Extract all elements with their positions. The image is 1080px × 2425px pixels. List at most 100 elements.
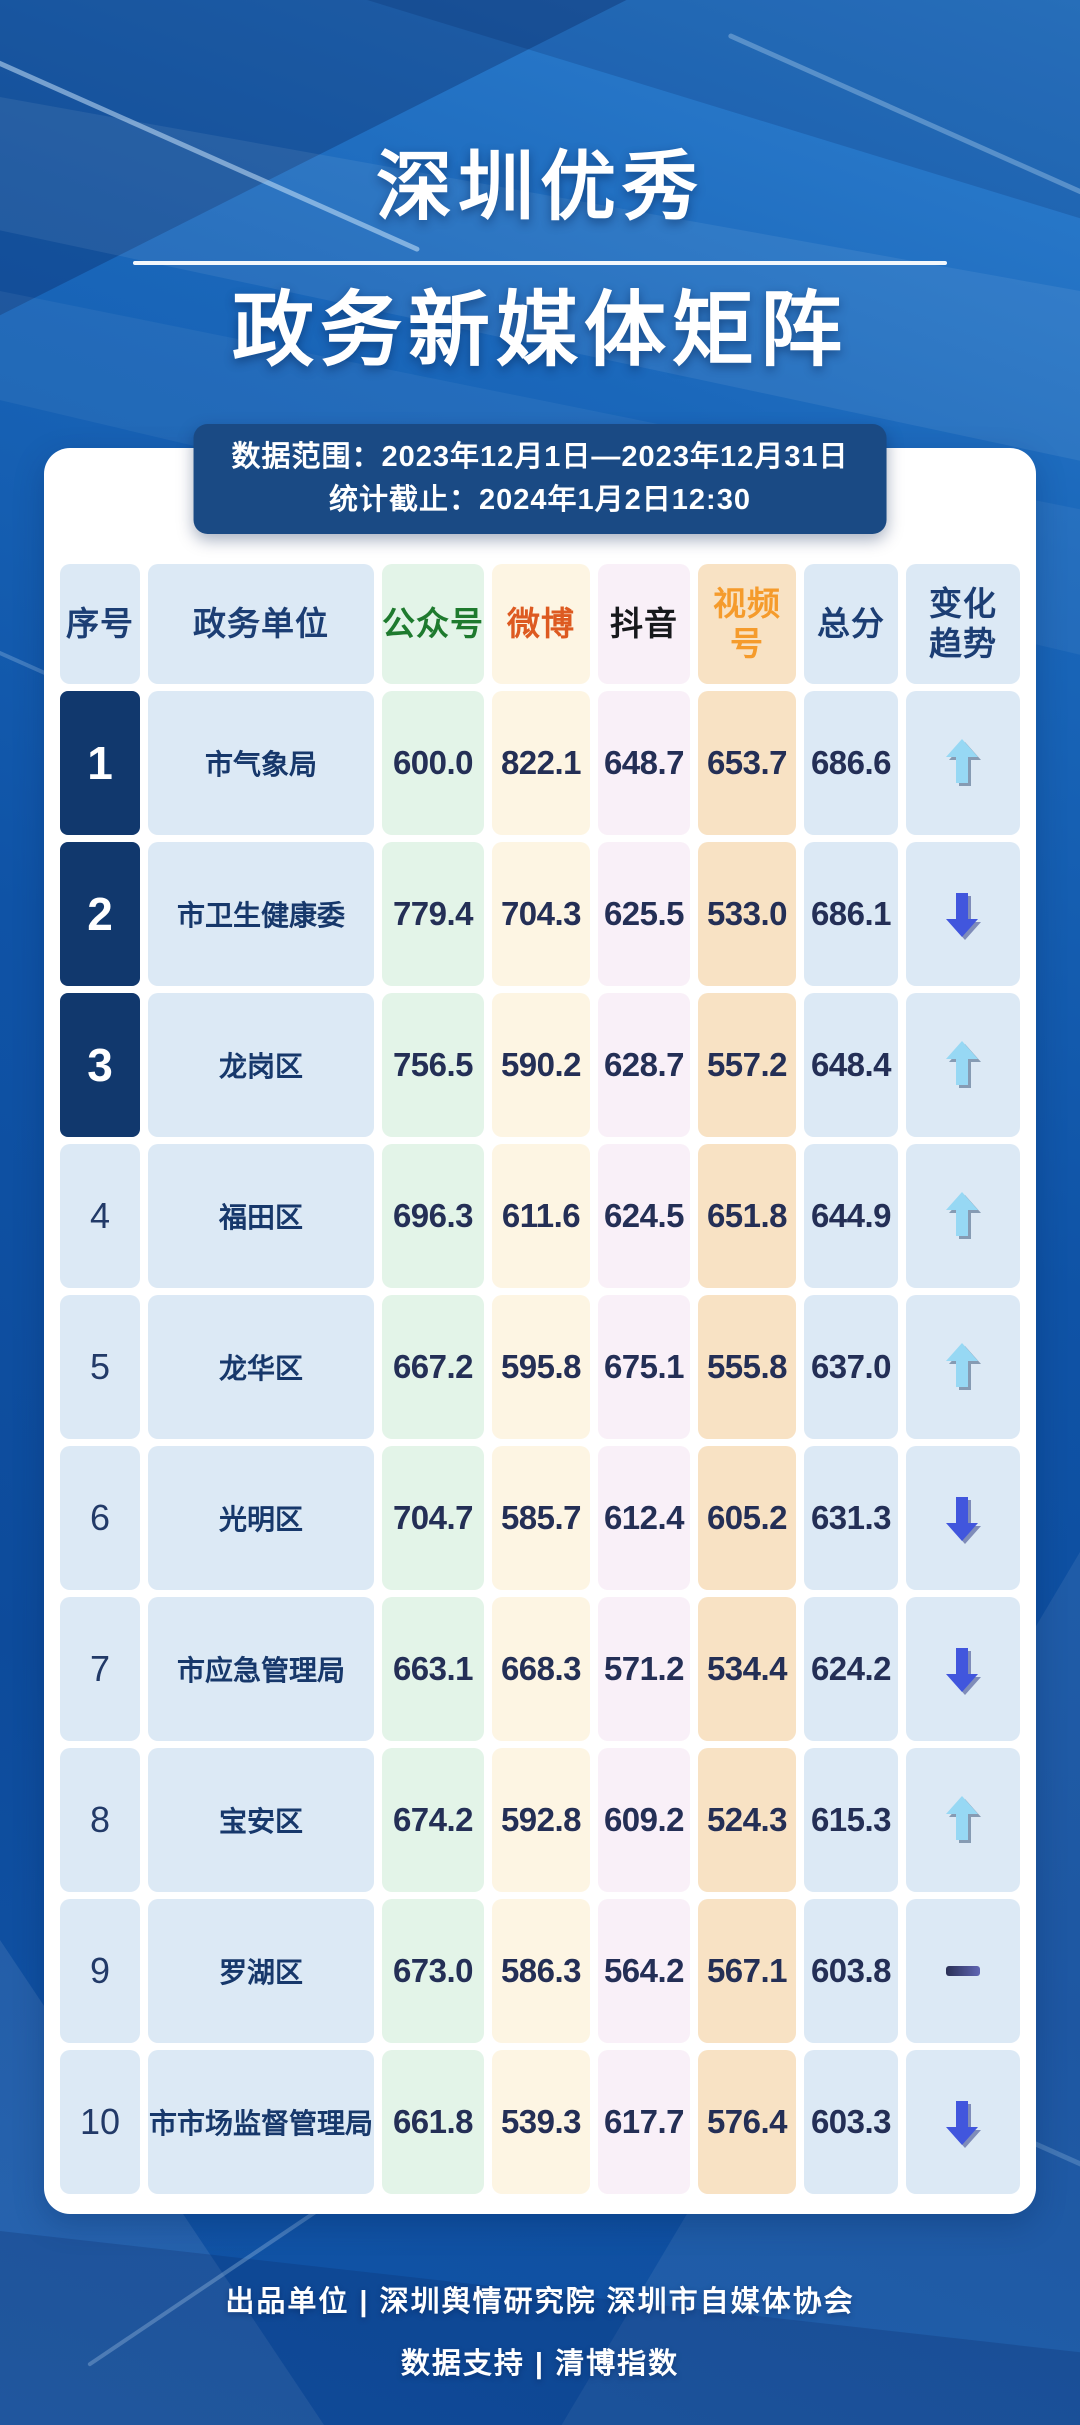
trend-cell [906,2050,1020,2194]
total-score-cell: 603.8 [804,1899,898,2043]
trend-up-icon [946,739,981,786]
rank-cell: 7 [60,1597,140,1741]
page-title-line2: 政务新媒体矩阵 [231,285,848,376]
rank-cell: 8 [60,1748,140,1892]
douyin-score-cell: 612.4 [598,1446,690,1590]
column-header-video: 视频号 [698,564,796,684]
column-header-trend: 变化 趋势 [906,564,1020,684]
wechat-score-cell: 600.0 [382,691,484,835]
total-score-cell: 624.2 [804,1597,898,1741]
trend-cell [906,691,1020,835]
unit-name-cell: 市气象局 [148,691,374,835]
total-score-cell: 648.4 [804,993,898,1137]
douyin-score-cell: 628.7 [598,993,690,1137]
trend-cell [906,1597,1020,1741]
video-score-cell: 605.2 [698,1446,796,1590]
trend-up-icon [946,1796,981,1843]
unit-name-cell: 市市场监督管理局 [148,2050,374,2194]
total-score-cell: 615.3 [804,1748,898,1892]
video-score-cell: 653.7 [698,691,796,835]
video-score-cell: 651.8 [698,1144,796,1288]
data-range-box: 数据范围：2023年12月1日—2023年12月31日 统计截止：2024年1月… [193,424,887,534]
column-header-douyin: 抖音 [598,564,690,684]
douyin-score-cell: 675.1 [598,1295,690,1439]
column-header-total: 总分 [804,564,898,684]
weibo-score-cell: 611.6 [492,1144,590,1288]
rank-cell: 9 [60,1899,140,2043]
total-score-cell: 631.3 [804,1446,898,1590]
douyin-score-cell: 609.2 [598,1748,690,1892]
data-range-text: 数据范围：2023年12月1日—2023年12月31日 [231,441,849,473]
unit-name-cell: 市卫生健康委 [148,842,374,986]
trend-down-icon [946,2101,981,2148]
video-score-cell: 555.8 [698,1295,796,1439]
unit-name-cell: 福田区 [148,1144,374,1288]
unit-name-cell: 龙华区 [148,1295,374,1439]
footer: 出品单位 | 深圳舆情研究院 深圳市自媒体协会 数据支持 | 清博指数 [0,2282,1080,2384]
weibo-score-cell: 704.3 [492,842,590,986]
douyin-score-cell: 564.2 [598,1899,690,2043]
douyin-score-cell: 648.7 [598,691,690,835]
trend-down-icon [946,1497,981,1544]
video-score-cell: 567.1 [698,1899,796,2043]
wechat-score-cell: 704.7 [382,1446,484,1590]
ranking-table: 序号 政务单位 公众号 微博 抖音 视频号 总分 变化 趋势 1 市气象局 600.0 822.1 64… [60,564,1020,2194]
unit-name-cell: 罗湖区 [148,1899,374,2043]
trend-cell [906,993,1020,1137]
ranking-card: 序号 政务单位 公众号 微博 抖音 视频号 总分 变化 趋势 1 市气象局 600.0 822.1 64… [44,448,1036,2214]
douyin-score-cell: 571.2 [598,1597,690,1741]
trend-cell [906,1295,1020,1439]
video-score-cell: 557.2 [698,993,796,1137]
rank-cell: 3 [60,993,140,1137]
rank-cell: 2 [60,842,140,986]
weibo-score-cell: 539.3 [492,2050,590,2194]
footer-producer-text: 出品单位 | 深圳舆情研究院 深圳市自媒体协会 [225,2286,855,2318]
wechat-score-cell: 674.2 [382,1748,484,1892]
trend-cell [906,1144,1020,1288]
total-score-cell: 637.0 [804,1295,898,1439]
weibo-score-cell: 822.1 [492,691,590,835]
unit-name-cell: 龙岗区 [148,993,374,1137]
wechat-score-cell: 756.5 [382,993,484,1137]
trend-cell [906,1446,1020,1590]
wechat-score-cell: 661.8 [382,2050,484,2194]
weibo-score-cell: 586.3 [492,1899,590,2043]
douyin-score-cell: 625.5 [598,842,690,986]
video-score-cell: 524.3 [698,1748,796,1892]
weibo-score-cell: 585.7 [492,1446,590,1590]
douyin-score-cell: 617.7 [598,2050,690,2194]
weibo-score-cell: 592.8 [492,1748,590,1892]
wechat-score-cell: 696.3 [382,1144,484,1288]
trend-cell [906,1899,1020,2043]
unit-name-cell: 宝安区 [148,1748,374,1892]
douyin-score-cell: 624.5 [598,1144,690,1288]
trend-flat-icon [946,1966,980,1976]
trend-up-icon [946,1343,981,1390]
column-header-wechat: 公众号 [382,564,484,684]
column-header-weibo: 微博 [492,564,590,684]
wechat-score-cell: 663.1 [382,1597,484,1741]
trend-cell [906,1748,1020,1892]
weibo-score-cell: 590.2 [492,993,590,1137]
column-header-unit: 政务单位 [148,564,374,684]
title-divider [133,261,947,265]
trend-cell [906,842,1020,986]
rank-cell: 6 [60,1446,140,1590]
video-score-cell: 533.0 [698,842,796,986]
rank-cell: 4 [60,1144,140,1288]
weibo-score-cell: 668.3 [492,1597,590,1741]
video-score-cell: 534.4 [698,1597,796,1741]
video-score-cell: 576.4 [698,2050,796,2194]
trend-down-icon [946,1648,981,1695]
wechat-score-cell: 779.4 [382,842,484,986]
wechat-score-cell: 667.2 [382,1295,484,1439]
unit-name-cell: 市应急管理局 [148,1597,374,1741]
rank-cell: 5 [60,1295,140,1439]
rank-cell: 1 [60,691,140,835]
data-cutoff-text: 统计截止：2024年1月2日12:30 [329,484,751,516]
footer-data-support-text: 数据支持 | 清博指数 [400,2348,680,2380]
trend-up-icon [946,1041,981,1088]
trend-up-icon [946,1192,981,1239]
rank-cell: 10 [60,2050,140,2194]
